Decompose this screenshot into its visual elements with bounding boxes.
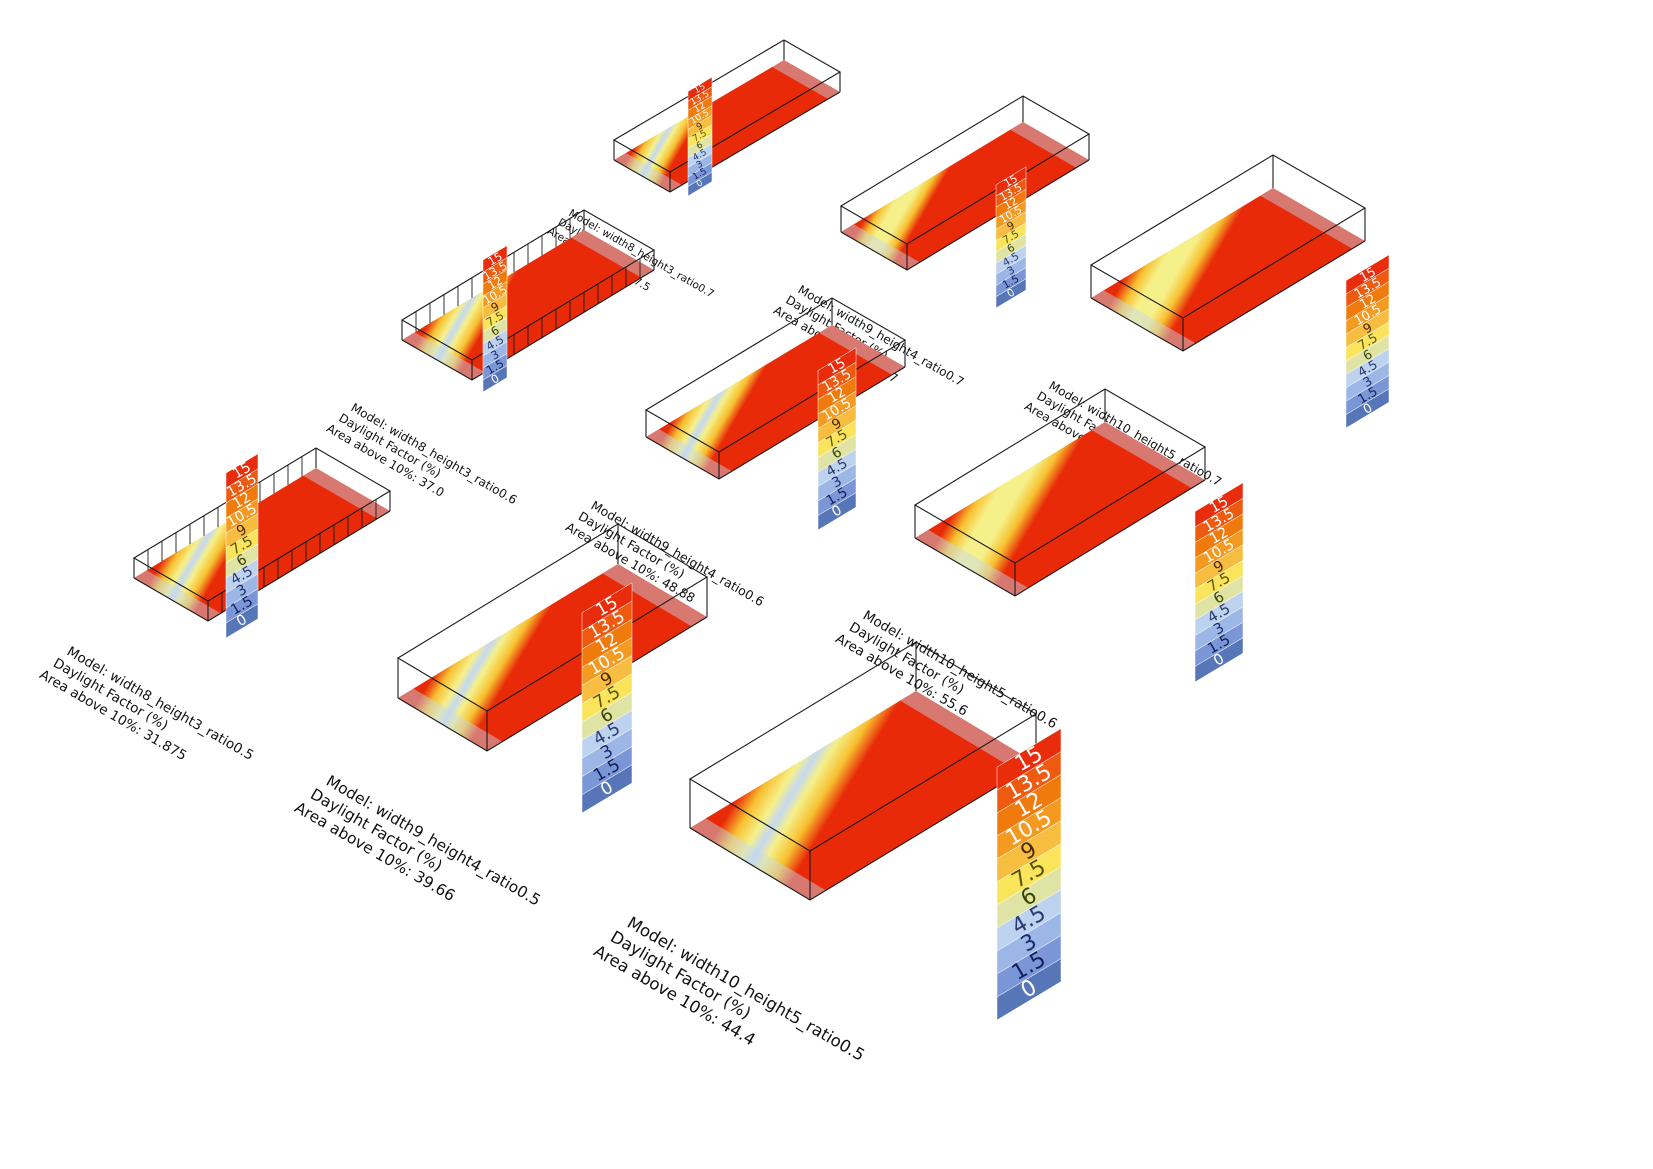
- floor-end-zone: [571, 230, 654, 278]
- box-front-edge: [1090, 240, 1366, 352]
- daylight-floor-map: [1091, 188, 1365, 351]
- floor-end-zone: [1091, 290, 1196, 351]
- daylight-floor-map: [134, 468, 390, 621]
- floor-end-zone: [614, 153, 682, 192]
- floor-end-zone: [402, 332, 485, 380]
- daylight-floor-map: [915, 422, 1205, 596]
- floor-end-zone: [1010, 122, 1089, 168]
- box-front-edge: [689, 762, 1037, 901]
- room-box: [839, 95, 1091, 271]
- box-front-edge: [397, 616, 708, 752]
- room-box: [400, 209, 656, 381]
- legend-value-label: 0: [695, 178, 705, 190]
- floor-end-zone: [900, 691, 1036, 773]
- room-box: [132, 447, 392, 622]
- legend-swatch: [817, 492, 857, 531]
- legend-value-label: 9: [695, 121, 705, 133]
- room-box: [688, 641, 1038, 901]
- legend-swatch: [482, 365, 508, 393]
- box-front-edge: [401, 269, 655, 381]
- box-front-edge: [840, 159, 1090, 271]
- floor-end-zone: [134, 570, 221, 621]
- legend-swatch: [1194, 637, 1244, 683]
- floor-end-zone: [819, 325, 905, 375]
- daylight-floor-map: [841, 122, 1089, 270]
- legend-value-label: 9: [1005, 219, 1017, 233]
- room-box: [913, 388, 1207, 597]
- floor-end-zone: [646, 429, 732, 479]
- box-front-edge: [613, 91, 841, 193]
- legend-value-label: 3: [695, 159, 705, 171]
- room-box: [612, 39, 842, 193]
- daylight-floor-map: [690, 691, 1036, 900]
- floor-end-zone: [772, 60, 840, 99]
- box-front-edge: [133, 510, 391, 622]
- legend-value-label: 6: [695, 140, 705, 152]
- floor-end-zone: [841, 224, 920, 270]
- legend-swatch: [581, 764, 633, 814]
- room-box: [1089, 154, 1367, 352]
- legend-swatch: [687, 171, 713, 197]
- floor-end-zone: [602, 564, 707, 627]
- box-front-edge: [914, 479, 1206, 597]
- legend-swatch: [995, 278, 1027, 309]
- floor-end-zone: [915, 529, 1029, 596]
- floor-end-zone: [398, 688, 503, 751]
- daylight-floor-map: [614, 60, 840, 192]
- floor-end-zone: [1091, 422, 1205, 489]
- legend-value-label: 3: [1005, 264, 1017, 278]
- floor-end-zone: [690, 818, 826, 900]
- model-caption: Model: width10_height5_ratio0.5Daylight …: [591, 913, 868, 1066]
- legend-swatch: [225, 603, 259, 639]
- floor-end-zone: [303, 468, 390, 519]
- daylight-floor-map: [402, 230, 654, 380]
- floor-end-zone: [1260, 188, 1365, 249]
- legend-swatch: [1345, 388, 1390, 429]
- legend-swatch: [996, 958, 1062, 1021]
